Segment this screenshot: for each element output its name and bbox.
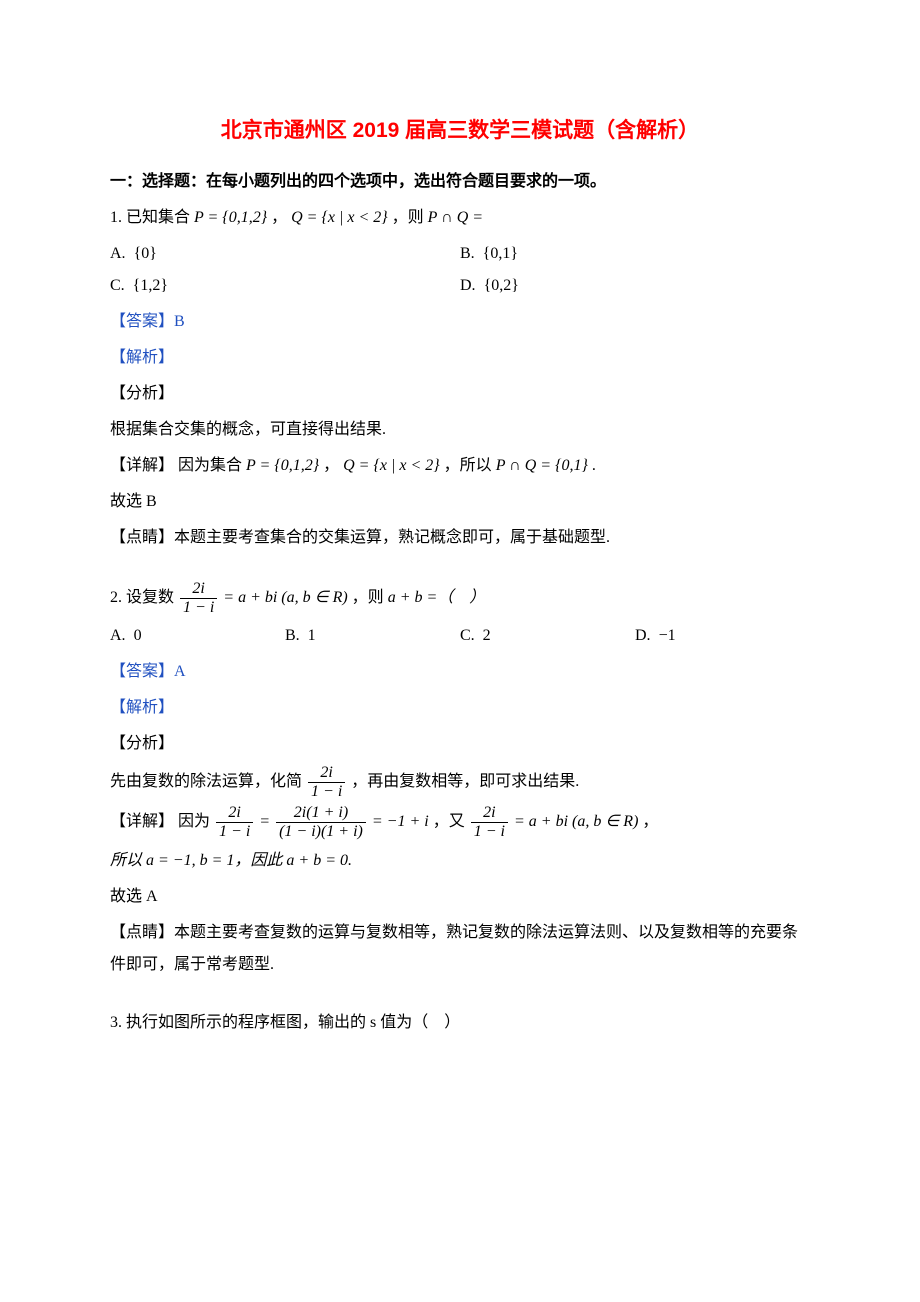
q1-answer: 【答案】B bbox=[110, 306, 810, 338]
choice-label: B. bbox=[460, 245, 475, 262]
q1-ask: P ∩ Q = bbox=[428, 209, 483, 226]
choice-val: 1 bbox=[308, 627, 316, 644]
eq3: = a + bi (a, b ∈ R) bbox=[514, 813, 638, 830]
fenxi-post: ，再由复数相等，即可求出结果. bbox=[351, 773, 579, 790]
frac-num: 2i(1 + i) bbox=[276, 804, 366, 823]
choice-val: {0} bbox=[134, 245, 157, 262]
q1-fenxi-label: 【分析】 bbox=[110, 378, 810, 410]
answer-val: A bbox=[174, 663, 186, 680]
eq: = bbox=[259, 813, 274, 830]
q1-prefix: 1. 已知集合 bbox=[110, 209, 194, 226]
d-mid: ，又 bbox=[433, 813, 469, 830]
q2-fenxi-frac: 2i 1 − i bbox=[308, 764, 345, 800]
q2-eq1: = a + bi (a, b ∈ R) bbox=[223, 589, 347, 606]
q1-set-P: P = {0,1,2} bbox=[194, 209, 267, 226]
q1-choices: A. {0} B. {0,1} C. {1,2} D. {0,2} bbox=[110, 238, 810, 302]
choice-val: −1 bbox=[659, 627, 676, 644]
detail-label: 【详解】 bbox=[110, 457, 174, 474]
q1-stem: 1. 已知集合 P = {0,1,2} ， Q = {x | x < 2} ，则… bbox=[110, 202, 810, 234]
frac-den: 1 − i bbox=[471, 823, 508, 841]
q1-choice-A: A. {0} bbox=[110, 238, 460, 270]
choice-val: {1,2} bbox=[133, 277, 168, 294]
q2-choice-C: C. 2 bbox=[460, 620, 635, 652]
eq2: = −1 + i bbox=[372, 813, 429, 830]
dianjing-label: 【点睛】 bbox=[110, 924, 174, 941]
q2-detail: 【详解】 因为 2i 1 − i = 2i(1 + i) (1 − i)(1 +… bbox=[110, 804, 810, 840]
q3-stem: 3. 执行如图所示的程序框图，输出的 s 值为（ ） bbox=[110, 1007, 810, 1039]
q2-fenxi-body: 先由复数的除法运算，化简 2i 1 − i ，再由复数相等，即可求出结果. bbox=[110, 764, 810, 800]
choice-val: {0,2} bbox=[484, 277, 519, 294]
choice-label: B. bbox=[285, 627, 300, 644]
q1-set-Q: Q = {x | x < 2} bbox=[291, 209, 388, 226]
q2-choices: A. 0 B. 1 C. 2 D. −1 bbox=[110, 620, 810, 652]
q2-mid: ，则 bbox=[352, 589, 388, 606]
q2-dianjing: 【点睛】本题主要考查复数的运算与复数相等，熟记复数的除法运算法则、以及复数相等的… bbox=[110, 917, 810, 981]
q1-detail: 【详解】 因为集合 P = {0,1,2} ， Q = {x | x < 2} … bbox=[110, 450, 810, 482]
answer-label: 【答案】 bbox=[110, 313, 174, 330]
frac-num: 2i bbox=[308, 764, 345, 783]
q1-fenxi-body: 根据集合交集的概念，可直接得出结果. bbox=[110, 414, 810, 446]
q2-choice-D: D. −1 bbox=[635, 620, 810, 652]
dianjing-body: 本题主要考查复数的运算与复数相等，熟记复数的除法运算法则、以及复数相等的充要条件… bbox=[110, 924, 798, 973]
q2-gu: 故选 A bbox=[110, 881, 810, 913]
detail-pre: 因为 bbox=[178, 813, 214, 830]
detail-res: P ∩ Q = {0,1} bbox=[496, 457, 588, 474]
q2-d-frac2: 2i(1 + i) (1 − i)(1 + i) bbox=[276, 804, 366, 840]
q1-choice-D: D. {0,2} bbox=[460, 270, 810, 302]
q2-choice-B: B. 1 bbox=[285, 620, 460, 652]
q1-dianjing: 【点睛】本题主要考查集合的交集运算，熟记概念即可，属于基础题型. bbox=[110, 522, 810, 554]
q1-mid2: ，则 bbox=[392, 209, 428, 226]
q2-d-frac3: 2i 1 − i bbox=[471, 804, 508, 840]
choice-label: C. bbox=[110, 277, 125, 294]
q2-fenxi-label: 【分析】 bbox=[110, 728, 810, 760]
so-text: 所以 a = −1, b = 1，因此 a + b = 0. bbox=[110, 852, 352, 869]
dianjing-label: 【点睛】 bbox=[110, 529, 174, 546]
answer-label: 【答案】 bbox=[110, 663, 174, 680]
choice-val: {0,1} bbox=[483, 245, 518, 262]
frac-den: (1 − i)(1 + i) bbox=[276, 823, 366, 841]
q2-prefix: 2. 设复数 bbox=[110, 589, 178, 606]
choice-val: 2 bbox=[483, 627, 491, 644]
fenxi-pre: 先由复数的除法运算，化简 bbox=[110, 773, 306, 790]
frac-num: 2i bbox=[180, 580, 217, 599]
q1-choice-B: B. {0,1} bbox=[460, 238, 810, 270]
spacer bbox=[110, 558, 810, 576]
detail-P: P = {0,1,2} bbox=[246, 457, 319, 474]
frac-num: 2i bbox=[471, 804, 508, 823]
choice-label: D. bbox=[635, 627, 651, 644]
q1-mid1: ， bbox=[271, 209, 287, 226]
choice-label: C. bbox=[460, 627, 475, 644]
answer-val: B bbox=[174, 313, 185, 330]
frac-den: 1 − i bbox=[216, 823, 253, 841]
detail-label: 【详解】 bbox=[110, 813, 174, 830]
detail-pre: 因为集合 bbox=[178, 457, 246, 474]
d-end: ， bbox=[642, 813, 658, 830]
q2-choice-A: A. 0 bbox=[110, 620, 285, 652]
frac-num: 2i bbox=[216, 804, 253, 823]
dianjing-body: 本题主要考查集合的交集运算，熟记概念即可，属于基础题型. bbox=[174, 529, 610, 546]
choice-label: A. bbox=[110, 245, 126, 262]
frac-den: 1 − i bbox=[308, 783, 345, 801]
page-title: 北京市通州区 2019 届高三数学三模试题（含解析） bbox=[110, 110, 810, 152]
q2-so: 所以 a = −1, b = 1，因此 a + b = 0. bbox=[110, 845, 810, 877]
q1-gu: 故选 B bbox=[110, 486, 810, 518]
spacer-2 bbox=[110, 985, 810, 1003]
q1-jiexi: 【解析】 bbox=[110, 342, 810, 374]
q2-jiexi: 【解析】 bbox=[110, 692, 810, 724]
detail-Q: Q = {x | x < 2} bbox=[343, 457, 440, 474]
choice-val: 0 bbox=[134, 627, 142, 644]
q2-stem: 2. 设复数 2i 1 − i = a + bi (a, b ∈ R) ，则 a… bbox=[110, 580, 810, 616]
q1-choice-C: C. {1,2} bbox=[110, 270, 460, 302]
detail-end: . bbox=[592, 457, 596, 474]
q2-ask: a + b =（ ） bbox=[388, 589, 486, 606]
q2-d-frac1: 2i 1 − i bbox=[216, 804, 253, 840]
choice-label: A. bbox=[110, 627, 126, 644]
choice-label: D. bbox=[460, 277, 476, 294]
q2-frac1: 2i 1 − i bbox=[180, 580, 217, 616]
q2-answer: 【答案】A bbox=[110, 656, 810, 688]
section-header: 一：选择题：在每小题列出的四个选项中，选出符合题目要求的一项。 bbox=[110, 166, 810, 198]
detail-mid2: ，所以 bbox=[444, 457, 496, 474]
frac-den: 1 − i bbox=[180, 599, 217, 617]
detail-mid1: ， bbox=[323, 457, 339, 474]
